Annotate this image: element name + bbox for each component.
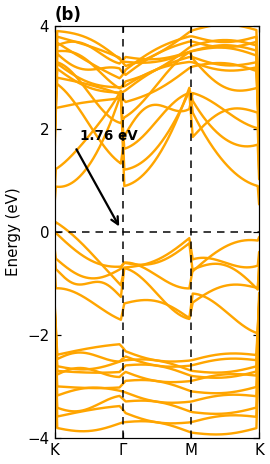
- Text: (b): (b): [55, 6, 81, 24]
- Text: 1.76 eV: 1.76 eV: [80, 129, 138, 143]
- Y-axis label: Energy (eV): Energy (eV): [6, 187, 21, 276]
